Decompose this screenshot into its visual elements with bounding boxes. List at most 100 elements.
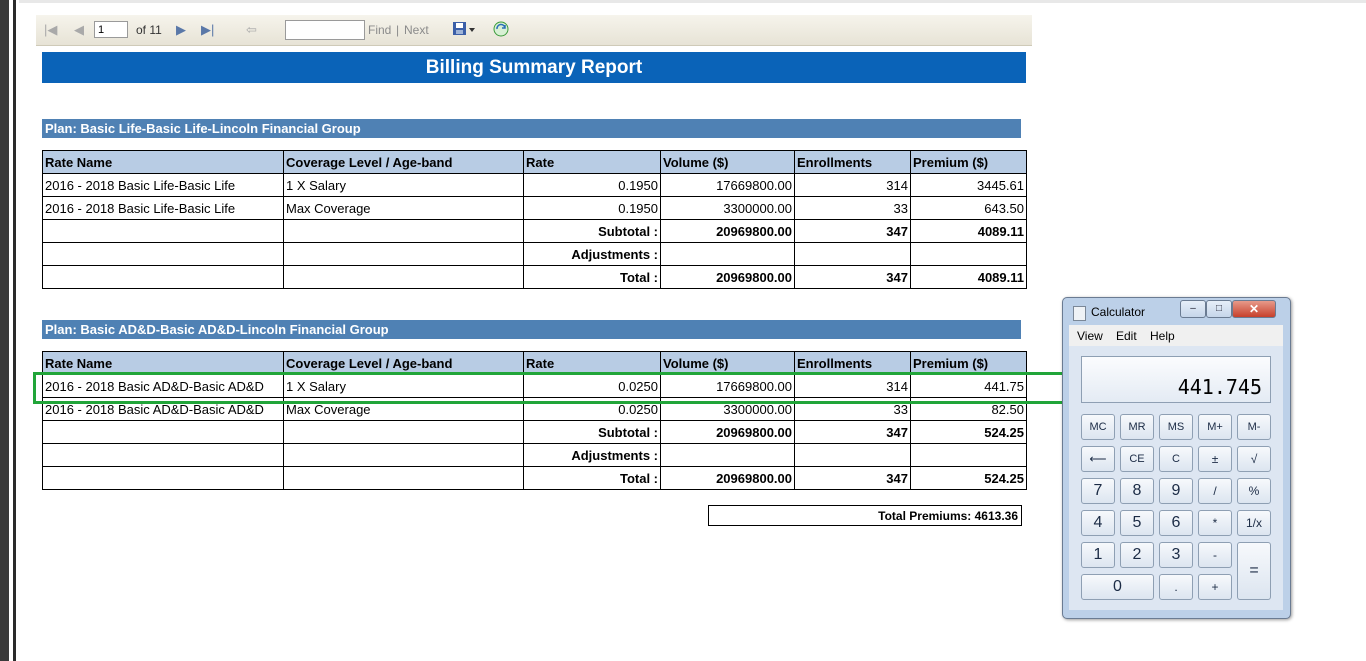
cell: 3300000.00 (660, 196, 795, 220)
key-divide[interactable]: / (1198, 478, 1232, 504)
cell: 0.1950 (523, 173, 661, 197)
key-m-plus[interactable]: M+ (1198, 414, 1232, 440)
key-ms[interactable]: MS (1159, 414, 1193, 440)
col-premium: Premium ($) (910, 150, 1027, 174)
page-number-input[interactable] (94, 21, 128, 38)
total-volume: 20969800.00 (660, 265, 795, 289)
subtotal-row: Subtotal : 20969800.00 347 4089.11 (42, 219, 1027, 243)
key-1[interactable]: 1 (1081, 542, 1115, 568)
menu-help[interactable]: Help (1150, 329, 1175, 343)
key-backspace[interactable]: ⟵ (1081, 446, 1115, 472)
subtotal-volume: 20969800.00 (660, 219, 795, 243)
key-add[interactable]: + (1198, 574, 1232, 600)
table-row: 2016 - 2018 Basic AD&D-Basic AD&D 1 X Sa… (42, 374, 1027, 398)
key-decimal[interactable]: . (1159, 574, 1193, 600)
report-toolbar: |◀ ◀ of 11 ▶ ▶| ⇦ Find | Next (36, 15, 1032, 46)
report-title: Billing Summary Report (42, 52, 1026, 83)
calculator-menu-bar: View Edit Help (1069, 325, 1283, 346)
key-equals[interactable]: = (1237, 542, 1271, 600)
cell: 3445.61 (910, 173, 1027, 197)
cell: 314 (794, 374, 911, 398)
cell: 17669800.00 (660, 374, 795, 398)
total-volume: 20969800.00 (660, 466, 795, 490)
cell: 17669800.00 (660, 173, 795, 197)
cell: 2016 - 2018 Basic Life-Basic Life (42, 173, 284, 197)
export-icon[interactable] (452, 21, 476, 40)
menu-edit[interactable]: Edit (1116, 329, 1137, 343)
col-volume: Volume ($) (660, 150, 795, 174)
key-c[interactable]: C (1159, 446, 1193, 472)
cell: 2016 - 2018 Basic AD&D-Basic AD&D (42, 374, 284, 398)
close-button[interactable]: ✕ (1232, 300, 1276, 318)
key-mc[interactable]: MC (1081, 414, 1115, 440)
table-row: 2016 - 2018 Basic Life-Basic Life 1 X Sa… (42, 173, 1027, 197)
top-border (19, 0, 1366, 3)
last-page-icon[interactable]: ▶| (201, 22, 215, 37)
key-2[interactable]: 2 (1120, 542, 1154, 568)
key-plus-minus[interactable]: ± (1198, 446, 1232, 472)
minimize-button[interactable]: – (1180, 300, 1206, 318)
maximize-button[interactable]: □ (1206, 300, 1232, 318)
next-link[interactable]: Next (404, 23, 429, 37)
key-8[interactable]: 8 (1120, 478, 1154, 504)
key-multiply[interactable]: * (1198, 510, 1232, 536)
calculator-app-icon (1073, 306, 1086, 321)
find-input[interactable] (285, 20, 365, 40)
total-label: Total : (523, 265, 661, 289)
key-5[interactable]: 5 (1120, 510, 1154, 536)
plan-table-basic-life: Rate Name Coverage Level / Age-band Rate… (42, 150, 1027, 289)
calculator-window: Calculator – □ ✕ View Edit Help 441.745 … (1062, 297, 1291, 619)
plan-header-basic-add: Plan: Basic AD&D-Basic AD&D-Lincoln Fina… (42, 320, 1021, 339)
calculator-title: Calculator (1091, 305, 1146, 319)
table-header-row: Rate Name Coverage Level / Age-band Rate… (42, 150, 1027, 174)
key-0[interactable]: 0 (1081, 574, 1154, 600)
key-3[interactable]: 3 (1159, 542, 1193, 568)
total-premium: 4089.11 (910, 265, 1027, 289)
left-scroll-edge (13, 0, 16, 661)
cell: Max Coverage (283, 196, 524, 220)
prev-page-icon[interactable]: ◀ (74, 22, 84, 37)
calculator-display: 441.745 (1081, 356, 1271, 403)
subtotal-label: Subtotal : (523, 219, 661, 243)
key-sqrt[interactable]: √ (1237, 446, 1271, 472)
first-page-icon[interactable]: |◀ (44, 22, 58, 37)
display-value: 441.745 (1177, 375, 1262, 399)
col-coverage-level: Coverage Level / Age-band (283, 351, 524, 375)
adjustments-label: Adjustments : (523, 242, 661, 266)
menu-view[interactable]: View (1077, 329, 1103, 343)
subtotal-row: Subtotal : 20969800.00 347 524.25 (42, 420, 1027, 444)
col-rate-name: Rate Name (42, 351, 284, 375)
key-reciprocal[interactable]: 1/x (1237, 510, 1271, 536)
cell: 0.1950 (523, 196, 661, 220)
key-mr[interactable]: MR (1120, 414, 1154, 440)
back-icon[interactable]: ⇦ (246, 22, 257, 37)
subtotal-enrollments: 347 (794, 420, 911, 444)
total-label: Total : (523, 466, 661, 490)
total-row: Total : 20969800.00 347 4089.11 (42, 265, 1027, 289)
plan-header-basic-life: Plan: Basic Life-Basic Life-Lincoln Fina… (42, 119, 1021, 138)
col-rate-name: Rate Name (42, 150, 284, 174)
left-window-edge (0, 0, 9, 661)
refresh-icon[interactable] (493, 21, 509, 40)
subtotal-volume: 20969800.00 (660, 420, 795, 444)
next-page-icon[interactable]: ▶ (176, 22, 186, 37)
calculator-body: 441.745 MC MR MS M+ M- ⟵ CE C ± √ 7 8 9 … (1069, 346, 1283, 610)
key-9[interactable]: 9 (1159, 478, 1193, 504)
cell: 0.0250 (523, 374, 661, 398)
key-6[interactable]: 6 (1159, 510, 1193, 536)
cell: 643.50 (910, 196, 1027, 220)
key-4[interactable]: 4 (1081, 510, 1115, 536)
key-subtract[interactable]: - (1198, 542, 1232, 568)
page-count: of 11 (136, 23, 162, 37)
cell: 314 (794, 173, 911, 197)
adjustments-label: Adjustments : (523, 443, 661, 467)
key-ce[interactable]: CE (1120, 446, 1154, 472)
find-link[interactable]: Find (368, 23, 392, 37)
subtotal-enrollments: 347 (794, 219, 911, 243)
key-7[interactable]: 7 (1081, 478, 1115, 504)
key-percent[interactable]: % (1237, 478, 1271, 504)
subtotal-label: Subtotal : (523, 420, 661, 444)
cell: 2016 - 2018 Basic Life-Basic Life (42, 196, 284, 220)
table-row: 2016 - 2018 Basic Life-Basic Life Max Co… (42, 196, 1027, 220)
key-m-minus[interactable]: M- (1237, 414, 1271, 440)
